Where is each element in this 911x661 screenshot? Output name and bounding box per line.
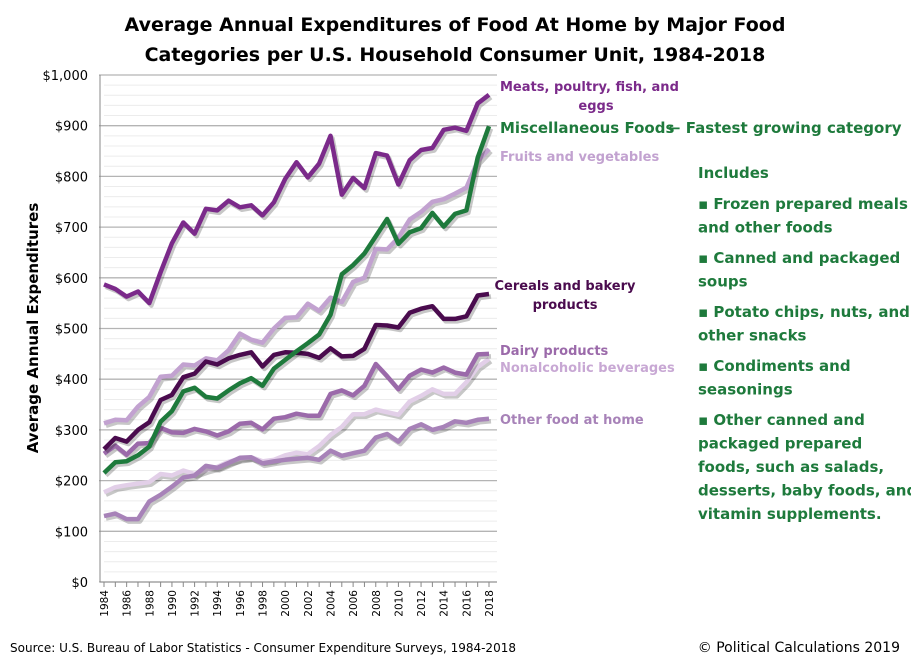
x-tick-label: 1996: [235, 590, 247, 617]
includes-item-line: ▪ Canned and packaged: [698, 249, 900, 267]
x-tick-label: 2010: [393, 590, 405, 617]
x-tick-label: 2006: [348, 590, 360, 617]
x-tick-label: 1994: [212, 590, 224, 617]
y-tick-label: $400: [55, 373, 88, 388]
chart-title-line-1: Average Annual Expenditures of Food At H…: [125, 14, 786, 36]
includes-item-line: ▪ Frozen prepared meals: [698, 195, 908, 213]
y-tick-label: $300: [55, 424, 88, 439]
series-line-fruits-and-vegetables: [103, 147, 491, 426]
y-tick-label: $500: [55, 323, 88, 338]
includes-item-line: seasonings: [698, 381, 793, 399]
y-tick-label: $600: [55, 272, 88, 287]
x-tick-label: 1992: [190, 590, 202, 617]
x-tick-label: 2004: [325, 590, 337, 617]
label-dairy: Dairy products: [500, 344, 609, 359]
x-tick-labels: 1984 1986 1988 1990 1992 1994 1996 1998 2000 2002…: [99, 590, 496, 617]
x-tick-label: 2014: [439, 590, 451, 617]
y-tick-labels: $0 $100 $200 $300 $400 $500 $600 $700 $800 $900 $1…: [43, 69, 89, 591]
x-tick-label: 2016: [461, 590, 473, 617]
x-tick-label: 1998: [258, 590, 270, 617]
x-tick-label: 1986: [122, 590, 134, 617]
x-tick-label: 2000: [280, 590, 292, 617]
label-misc-note: ← Fastest growing category: [668, 119, 902, 137]
chart-title-line-2: Categories per U.S. Household Consumer U…: [145, 44, 766, 66]
label-cereals-2: products: [533, 298, 598, 313]
x-tick-label: 1984: [99, 590, 111, 617]
label-meats-2: eggs: [578, 99, 613, 114]
includes-item-line: ▪ Condiments and: [698, 357, 851, 375]
includes-item-line: ▪ Potato chips, nuts, and: [698, 303, 910, 321]
y-tick-label: $800: [55, 170, 88, 185]
series-shadow-fruits-and-vegetables: [105, 149, 493, 428]
label-beverages: Nonalcoholic beverages: [500, 361, 675, 376]
includes-item-line: other snacks: [698, 327, 807, 345]
copyright: © Political Calculations 2019: [698, 640, 900, 656]
includes-item-line: foods, such as salads,: [698, 458, 884, 476]
series-lines: [102, 93, 494, 524]
includes-item-line: soups: [698, 273, 748, 291]
y-tick-label: $0: [71, 576, 88, 591]
gridlines: [99, 74, 497, 587]
y-tick-label: $200: [55, 475, 88, 490]
series-line-meats-poultry-fish-and-eggs: [103, 93, 491, 306]
series-line-dairy-products: [102, 351, 490, 457]
includes-item-line: desserts, baby foods, and: [698, 482, 911, 500]
x-tick-label: 2008: [371, 590, 383, 617]
x-tick-label: 2012: [416, 590, 428, 617]
label-misc: Miscellaneous Foods: [500, 119, 674, 137]
x-tick-label: 2002: [303, 590, 315, 617]
x-tick-label: 2018: [484, 590, 496, 617]
series-shadow-cereals-and-bakery-products: [104, 294, 492, 454]
includes-list: ▪ Frozen prepared meals and other foods ▪ …: [698, 195, 911, 523]
series-shadow-miscellaneous-foods: [104, 127, 494, 478]
y-tick-label: $700: [55, 221, 88, 236]
includes-item-line: packaged prepared: [698, 435, 862, 453]
series-shadow-other-food-at-home: [105, 418, 492, 524]
includes-item-line: ▪ Other canned and: [698, 411, 865, 429]
series-line-miscellaneous-foods: [102, 125, 492, 475]
label-other: Other food at home: [500, 413, 644, 428]
includes-heading: Includes: [698, 164, 769, 182]
label-fruits: Fruits and vegetables: [500, 150, 659, 165]
series-line-other-food-at-home: [103, 416, 490, 522]
x-tick-label: 1988: [144, 590, 156, 617]
y-tick-label: $1,000: [43, 69, 89, 84]
series-line-nonalcoholic-beverages: [103, 357, 491, 495]
x-tick-label: 1990: [167, 590, 179, 617]
y-tick-label: $100: [55, 525, 88, 540]
label-meats-1: Meats, poultry, fish, and: [500, 80, 679, 95]
y-axis-label: Average Annual Expenditures: [24, 203, 42, 454]
source-note: Source: U.S. Bureau of Labor Statistics …: [10, 641, 516, 655]
includes-item-line: vitamin supplements.: [698, 505, 882, 523]
y-tick-label: $900: [55, 120, 88, 135]
label-cereals-1: Cereals and bakery: [494, 279, 636, 294]
includes-item-line: and other foods: [698, 219, 833, 237]
series-labels: Meats, poultry, fish, and eggs Miscellan…: [494, 80, 901, 428]
